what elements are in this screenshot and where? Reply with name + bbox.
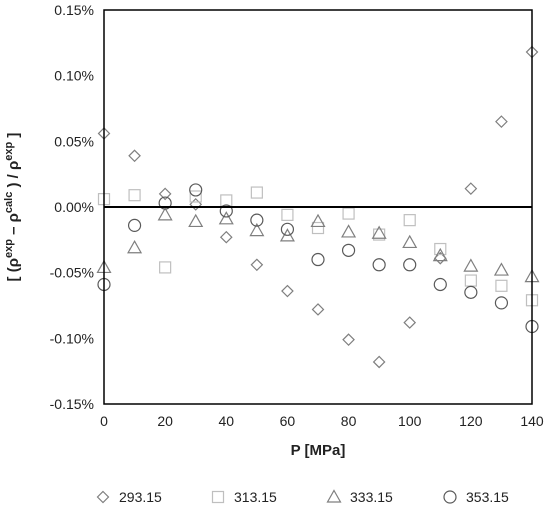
y-tick-label: -0.10% xyxy=(50,330,94,346)
data-point-triangle xyxy=(188,213,204,228)
data-point-triangle xyxy=(249,222,265,237)
data-point-triangle xyxy=(127,239,143,254)
legend-marker-triangle xyxy=(326,489,342,503)
data-point-diamond xyxy=(219,230,233,244)
data-point-diamond xyxy=(342,333,355,346)
data-point-diamond xyxy=(403,316,417,329)
data-point-diamond xyxy=(464,182,478,195)
data-point-circle xyxy=(464,285,478,299)
y-tick-label: 0.05% xyxy=(54,133,94,149)
data-point-circle xyxy=(250,213,264,227)
data-point-square xyxy=(311,221,325,235)
legend-item: 333.15 xyxy=(326,489,393,505)
data-point-triangle xyxy=(310,213,326,228)
series-353-15 xyxy=(97,183,539,334)
y-tick-label: 0.10% xyxy=(54,68,94,84)
legend-label: 353.15 xyxy=(466,489,509,505)
y-tick-label: 0.00% xyxy=(54,199,94,215)
legend-label: 293.15 xyxy=(119,489,162,505)
legend-label: 333.15 xyxy=(350,489,393,505)
x-tick-label: 0 xyxy=(100,413,108,429)
data-point-circle xyxy=(403,258,417,272)
data-point-triangle xyxy=(371,225,387,239)
y-tick-label: -0.05% xyxy=(50,265,94,281)
x-tick-label: 40 xyxy=(218,413,234,429)
data-point-square xyxy=(342,207,355,220)
data-point-circle xyxy=(311,252,325,267)
legend: 293.15 313.15 333.15 353.15 xyxy=(96,489,509,505)
x-tick-label: 100 xyxy=(398,413,422,429)
series-313-15 xyxy=(97,186,539,307)
y-tick-label: -0.15% xyxy=(50,396,94,412)
x-tick-label: 140 xyxy=(520,413,544,429)
data-point-square xyxy=(189,190,202,203)
data-point-triangle xyxy=(218,211,234,225)
y-axis-title: [ (ρexp – ρcalc ) / ρexp ] xyxy=(3,133,22,282)
x-axis-title: P [MPa] xyxy=(291,442,346,459)
plot-marks xyxy=(96,45,540,369)
y-axis: 0.15% 0.10% 0.05% 0.00% -0.05% -0.10% -0.15% xyxy=(50,2,94,412)
data-point-square xyxy=(128,189,141,202)
data-point-triangle xyxy=(157,207,173,221)
data-point-triangle xyxy=(402,234,418,249)
data-point-circle xyxy=(189,183,203,197)
data-point-circle xyxy=(341,243,356,257)
legend-item: 353.15 xyxy=(443,489,509,505)
data-point-square xyxy=(464,274,477,287)
data-point-square xyxy=(495,279,508,292)
data-point-square xyxy=(159,261,172,274)
x-axis: 0 20 40 60 80 100 120 140 xyxy=(100,413,544,429)
x-tick-label: 80 xyxy=(341,413,357,429)
legend-item: 293.15 xyxy=(96,489,162,505)
series-333-15 xyxy=(96,207,540,283)
data-point-triangle xyxy=(341,224,357,238)
y-tick-label: 0.15% xyxy=(54,2,94,18)
data-point-diamond xyxy=(281,284,294,298)
data-point-square xyxy=(281,208,294,221)
data-point-diamond xyxy=(128,149,141,163)
x-tick-label: 120 xyxy=(459,413,483,429)
data-point-diamond xyxy=(372,355,386,369)
data-point-square xyxy=(220,194,233,207)
data-point-circle xyxy=(158,196,172,210)
legend-marker-diamond xyxy=(96,490,110,504)
data-point-diamond xyxy=(189,198,203,211)
data-point-diamond xyxy=(311,303,325,316)
data-point-triangle xyxy=(493,262,509,276)
data-point-circle xyxy=(219,204,233,218)
data-point-diamond xyxy=(158,187,172,201)
data-point-square xyxy=(373,228,386,241)
data-point-diamond xyxy=(250,258,264,272)
legend-item: 313.15 xyxy=(211,489,277,505)
data-point-circle xyxy=(280,222,295,236)
data-point-square xyxy=(434,242,447,256)
data-point-diamond xyxy=(495,115,508,128)
x-tick-label: 20 xyxy=(157,413,173,429)
data-point-circle xyxy=(494,296,509,310)
data-point-triangle xyxy=(432,247,448,262)
data-point-circle xyxy=(372,258,386,272)
data-point-triangle xyxy=(463,258,479,272)
legend-marker-circle xyxy=(443,490,457,504)
legend-marker-square xyxy=(211,490,225,504)
x-tick-label: 60 xyxy=(280,413,296,429)
data-point-circle xyxy=(127,218,142,232)
data-point-square xyxy=(403,214,416,227)
legend-label: 313.15 xyxy=(234,489,277,505)
data-point-square xyxy=(250,186,263,199)
data-point-circle xyxy=(433,277,447,292)
data-point-triangle xyxy=(279,228,295,242)
